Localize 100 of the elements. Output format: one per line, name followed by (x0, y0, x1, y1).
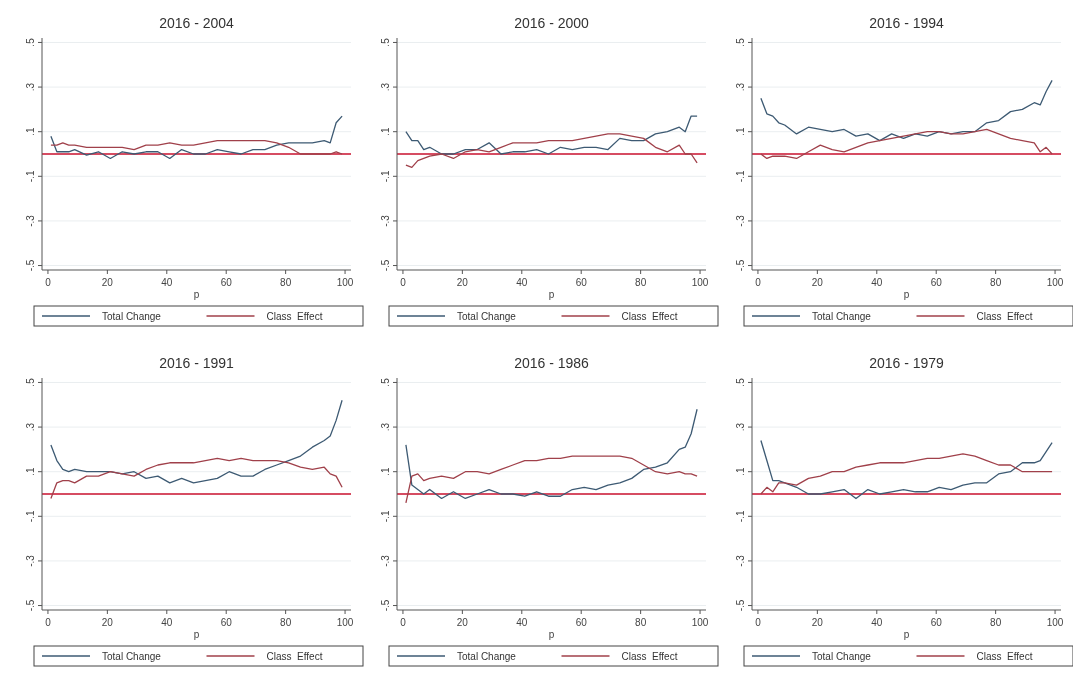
legend-label: Total Change (457, 311, 517, 322)
x-tick-label: 80 (635, 277, 647, 288)
line-series (405, 133, 698, 169)
line-series (760, 79, 1053, 142)
y-tick-label: .5 (25, 37, 36, 47)
x-tick-label: 0 (755, 617, 762, 628)
y-tick-label: .3 (735, 422, 746, 432)
x-tick-label: 80 (280, 277, 292, 288)
y-tick-label: -.5 (380, 259, 391, 272)
y-tick-label: .5 (380, 37, 391, 47)
x-tick-label: 100 (691, 617, 709, 628)
line-series (50, 139, 343, 155)
x-tick-label: 40 (161, 617, 173, 628)
x-tick-label: 40 (871, 277, 883, 288)
y-tick-label: -.3 (25, 214, 36, 227)
y-tick-label: .1 (25, 127, 36, 136)
y-tick-label: -.5 (25, 599, 36, 612)
legend-label: Class Effect (266, 311, 323, 322)
x-axis-title: p (548, 289, 555, 300)
y-tick-label: .5 (25, 377, 36, 387)
y-tick-label: .1 (380, 127, 391, 136)
line-series (50, 457, 343, 500)
y-tick-label: -.5 (380, 599, 391, 612)
chart-title: 2016 - 1991 (159, 355, 235, 371)
line-series (50, 115, 343, 160)
legend-label: Total Change (102, 311, 162, 322)
y-tick-label: .5 (735, 37, 746, 47)
y-tick-label: -.3 (380, 554, 391, 567)
line-series (760, 453, 1053, 495)
x-tick-label: 20 (811, 277, 824, 288)
y-tick-label: .5 (380, 377, 391, 387)
y-tick-label: -.5 (735, 599, 746, 612)
y-tick-label: -.1 (735, 510, 746, 523)
y-tick-label: -.3 (380, 214, 391, 227)
y-tick-label: -.3 (735, 554, 746, 567)
x-tick-label: 40 (161, 277, 173, 288)
y-tick-label: -.1 (380, 510, 391, 523)
legend-label: Total Change (457, 651, 517, 662)
x-tick-label: 60 (575, 617, 588, 628)
x-tick-label: 0 (45, 277, 52, 288)
x-tick-label: 80 (280, 617, 292, 628)
y-tick-label: -.1 (380, 170, 391, 183)
y-tick-label: -.1 (25, 170, 36, 183)
y-tick-label: .3 (380, 82, 391, 92)
y-tick-label: -.3 (735, 214, 746, 227)
legend-label: Total Change (812, 311, 872, 322)
x-tick-label: 20 (811, 617, 824, 628)
line-series (760, 128, 1053, 160)
x-tick-label: 60 (220, 277, 233, 288)
x-tick-label: 100 (336, 277, 354, 288)
legend-label: Total Change (102, 651, 162, 662)
x-axis-title: p (903, 629, 910, 640)
y-tick-label: .1 (735, 127, 746, 136)
line-series (405, 455, 698, 504)
x-tick-label: 60 (220, 617, 233, 628)
x-tick-label: 60 (930, 277, 943, 288)
y-tick-label: .3 (380, 422, 391, 432)
x-tick-label: 20 (456, 277, 469, 288)
x-tick-label: 0 (45, 617, 52, 628)
x-tick-label: 0 (400, 277, 407, 288)
legend-label: Class Effect (621, 651, 678, 662)
x-tick-label: 20 (101, 617, 114, 628)
y-tick-label: .1 (735, 467, 746, 476)
y-tick-label: -.1 (25, 510, 36, 523)
x-axis-title: p (548, 629, 555, 640)
x-axis-title: p (193, 629, 200, 640)
line-series (405, 408, 698, 500)
legend-label: Class Effect (266, 651, 323, 662)
legend-label: Class Effect (976, 311, 1033, 322)
x-tick-label: 100 (1046, 277, 1064, 288)
x-tick-label: 0 (400, 617, 407, 628)
x-tick-label: 20 (456, 617, 469, 628)
x-tick-label: 40 (516, 277, 528, 288)
legend-label: Class Effect (976, 651, 1033, 662)
y-tick-label: .5 (735, 377, 746, 387)
y-tick-label: -.5 (735, 259, 746, 272)
x-tick-label: 0 (755, 277, 762, 288)
x-tick-label: 80 (990, 277, 1002, 288)
chart-title: 2016 - 1994 (869, 15, 945, 31)
chart-title: 2016 - 2004 (159, 15, 235, 31)
x-tick-label: 20 (101, 277, 114, 288)
x-tick-label: 100 (691, 277, 709, 288)
y-tick-label: .3 (735, 82, 746, 92)
legend-label: Class Effect (621, 311, 678, 322)
x-tick-label: 60 (930, 617, 943, 628)
x-tick-label: 40 (871, 617, 883, 628)
x-tick-label: 100 (336, 617, 354, 628)
x-tick-label: 100 (1046, 617, 1064, 628)
x-tick-label: 40 (516, 617, 528, 628)
y-tick-label: -.5 (25, 259, 36, 272)
chart-title: 2016 - 1986 (514, 355, 590, 371)
y-tick-label: .3 (25, 82, 36, 92)
line-series (405, 115, 698, 155)
y-tick-label: -.3 (25, 554, 36, 567)
chart-title: 2016 - 1979 (869, 355, 945, 371)
x-axis-title: p (193, 289, 200, 300)
legend-label: Total Change (812, 651, 872, 662)
x-tick-label: 60 (575, 277, 588, 288)
x-tick-label: 80 (635, 617, 647, 628)
x-axis-title: p (903, 289, 910, 300)
